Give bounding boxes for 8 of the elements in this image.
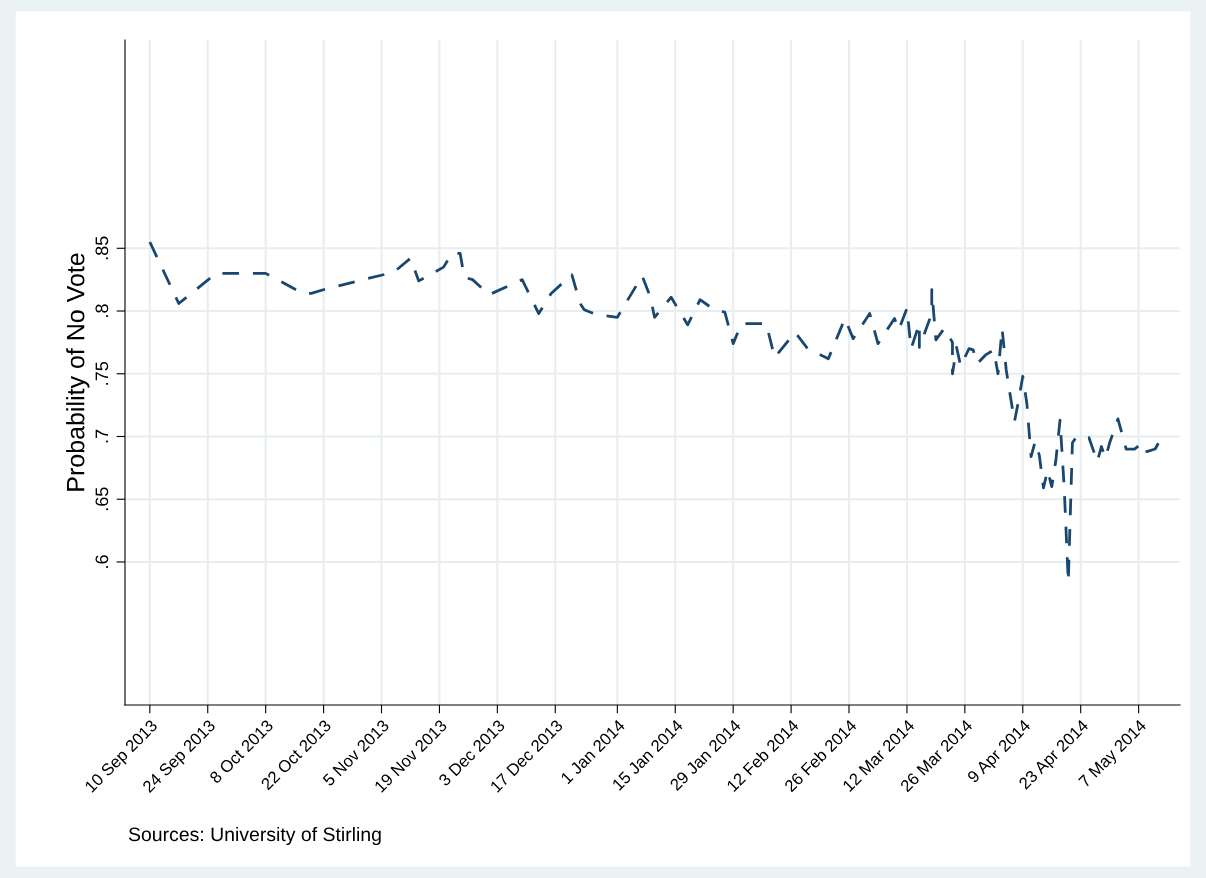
y-tick-label: .85 [95,236,109,260]
y-tick-label: .8 [95,304,109,317]
y-tick-label: .65 [95,487,109,511]
y-axis-title: Probability of No Vote [66,253,90,491]
y-tick-label: .6 [95,555,109,568]
y-tick-label: .75 [95,361,109,385]
source-note: Sources: University of Stirling [128,826,381,846]
y-tick-label: .7 [95,429,109,443]
